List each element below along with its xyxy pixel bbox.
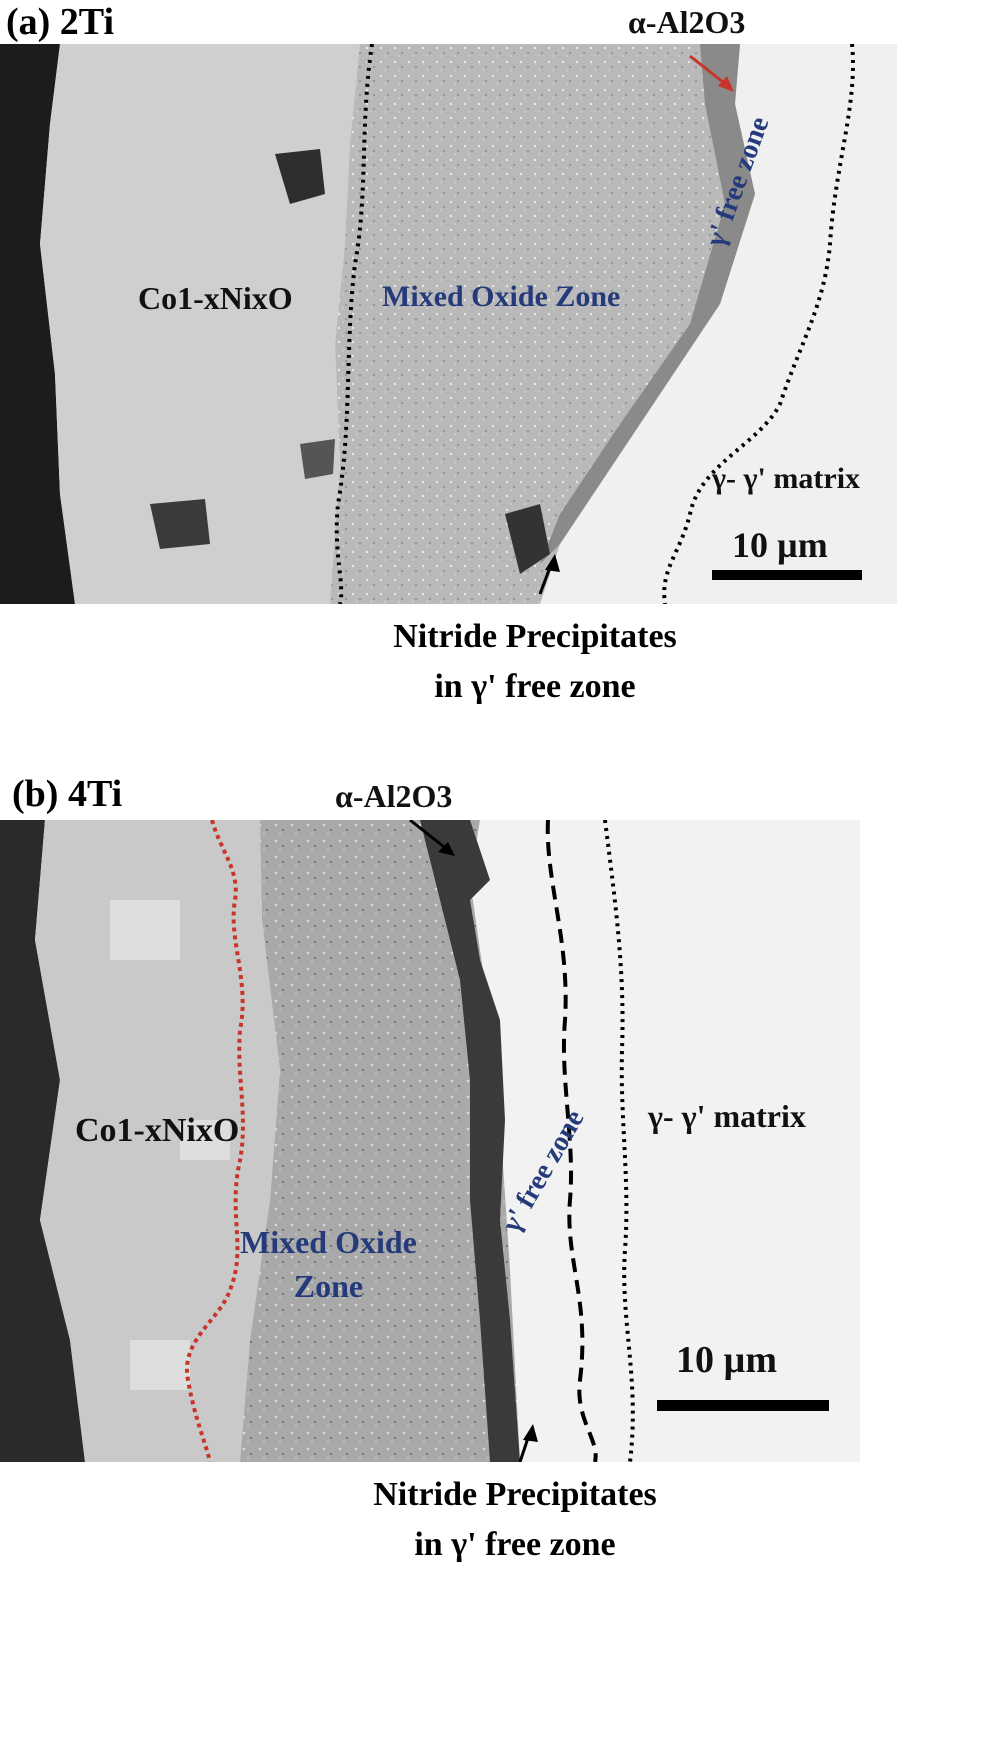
panel-a-matrix-label: γ- γ' matrix: [712, 462, 861, 495]
panel-b-micrograph: [0, 820, 860, 1462]
panel-a-oxide-label: Co1-xNixO: [138, 280, 293, 316]
panel-b-caption-line2: in γ' free zone: [414, 1526, 616, 1563]
panel-a-caption-line2: in γ' free zone: [434, 668, 636, 705]
panel-a-scale-label: 10 µm: [732, 525, 828, 565]
panel-b-mixed-zone-label: Mixed Oxide Zone: [240, 1220, 417, 1308]
pore: [275, 149, 325, 204]
panel-b-alpha-al2o3-label: α-Al2O3: [335, 778, 453, 814]
panel-a-mixed-zone-label: Mixed Oxide Zone: [382, 280, 621, 313]
panel-a-alpha-al2o3-label: α-Al2O3: [628, 4, 746, 40]
panel-a-label: (a) 2Ti: [6, 1, 115, 43]
panel-b-oxide-label: Co1-xNixO: [75, 1112, 240, 1149]
panel-a-micrograph: [0, 44, 897, 604]
panel-b-mixed-zone-line1: Mixed Oxide: [240, 1224, 417, 1260]
panel-a-caption-line1: Nitride Precipitates: [393, 618, 677, 655]
panel-b-caption-line1: Nitride Precipitates: [373, 1476, 657, 1513]
panel-b-scale-label: 10 µm: [676, 1339, 778, 1381]
panel-a-caption: Nitride Precipitates in γ' free zone: [335, 612, 735, 712]
panel-b-caption: Nitride Precipitates in γ' free zone: [300, 1470, 730, 1570]
panel-b-matrix-label: γ- γ' matrix: [648, 1098, 806, 1134]
panel-b-mixed-zone-line2: Zone: [293, 1268, 364, 1304]
panel-b-label: (b) 4Ti: [12, 773, 123, 815]
scale-bar: [712, 570, 862, 580]
